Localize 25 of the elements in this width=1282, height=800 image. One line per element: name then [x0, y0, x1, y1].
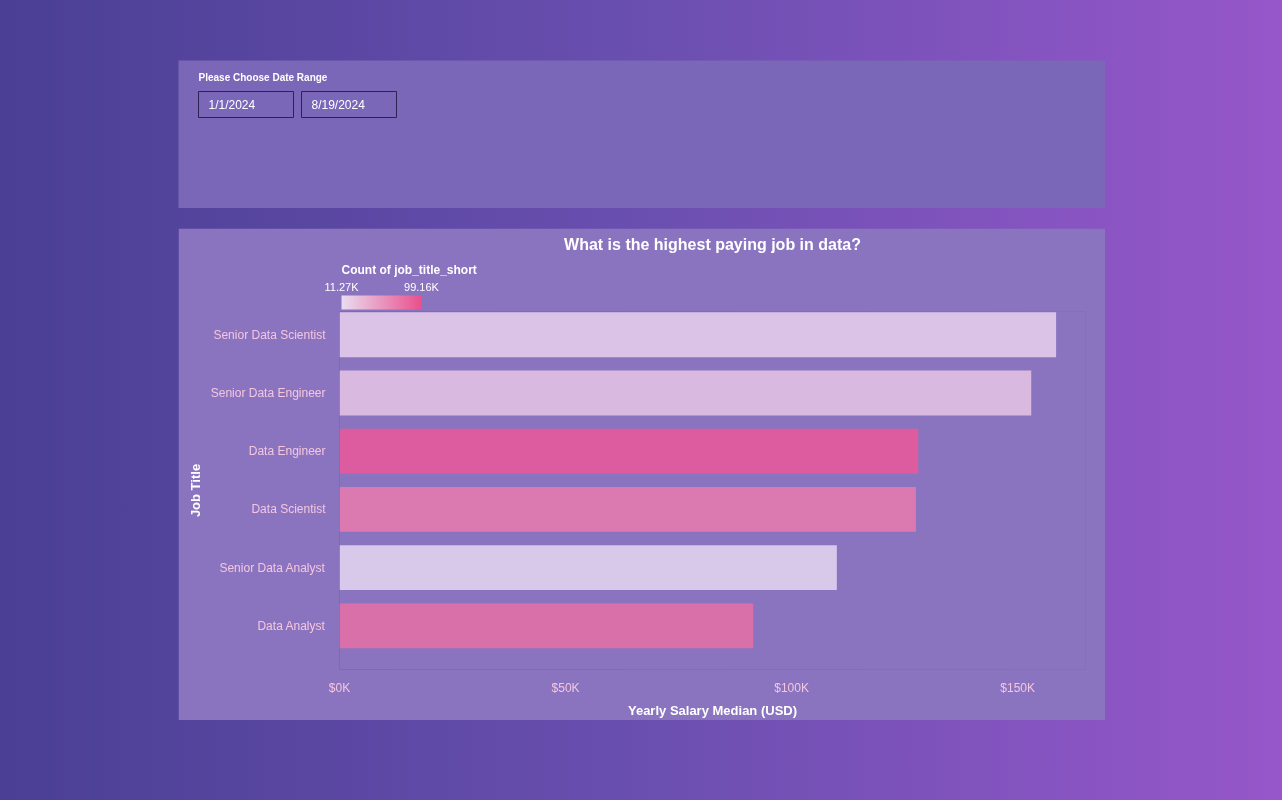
- text: 8/19/2024: [311, 97, 366, 112]
- x-tick-label: $150K: [1000, 680, 1036, 695]
- x-tick-label: $100K: [774, 680, 809, 695]
- x-tick-label: $50K: [551, 680, 580, 695]
- color-bar-label: 11.27K: [324, 280, 360, 293]
- y-axis-title: Job Title: [187, 463, 203, 518]
- bar: [339, 370, 1032, 416]
- color-bar-label: 99.16K: [404, 280, 440, 293]
- y-tick-label: Senior Data Scientist: [213, 327, 327, 342]
- y-tick-label: Data Scientist: [251, 502, 327, 517]
- bar: [339, 545, 837, 591]
- text: 1/1/2024: [208, 97, 256, 112]
- bar: [339, 312, 1057, 358]
- y-tick-label: Data Analyst: [257, 618, 326, 633]
- y-tick-label: Data Engineer: [248, 444, 326, 459]
- color-bar-title: Count of job_title_short: [341, 262, 477, 277]
- bar: [339, 428, 919, 474]
- chart-title: What is the highest paying job in data?: [564, 235, 861, 253]
- bar: [339, 603, 754, 649]
- text: Please Choose Date Range: [198, 72, 328, 83]
- x-tick-label: $0K: [328, 680, 351, 695]
- x-axis-title: Yearly Salary Median (USD): [627, 702, 798, 718]
- bar: [339, 487, 916, 532]
- y-tick-label: Senior Data Engineer: [210, 386, 326, 400]
- y-tick-label: Senior Data Analyst: [219, 560, 326, 575]
